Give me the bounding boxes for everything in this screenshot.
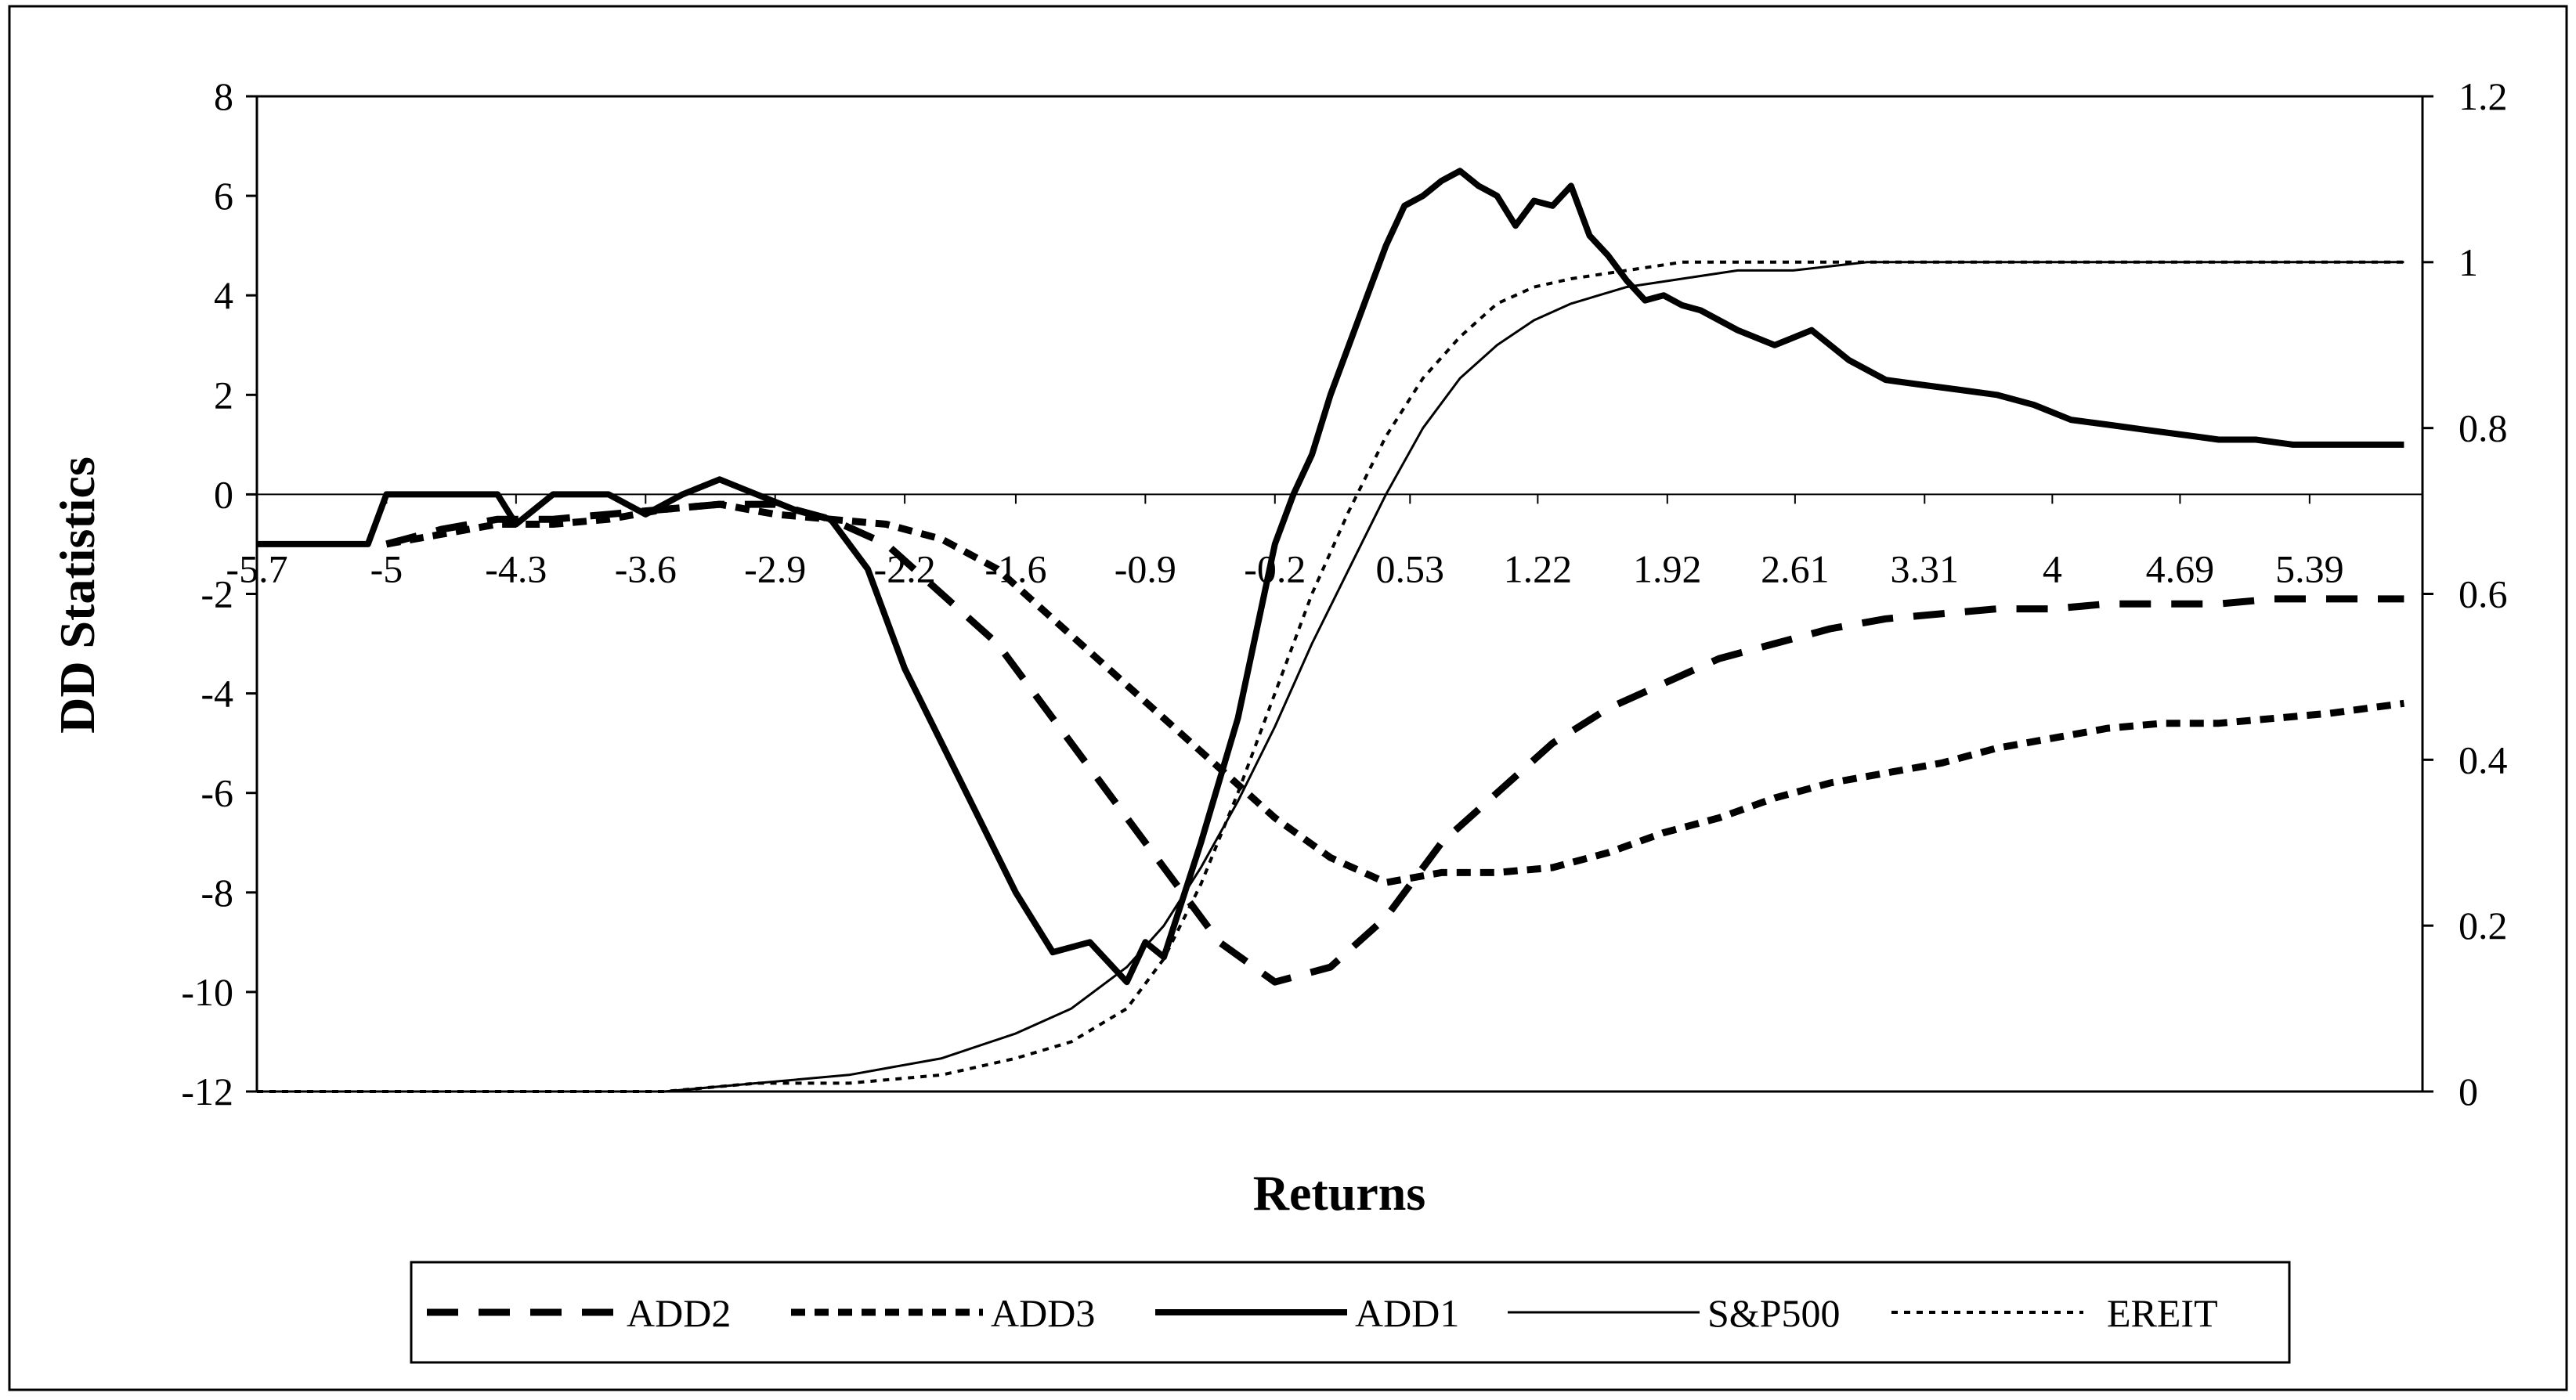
x-tick-label: -2.2 [874,547,936,590]
series-line-add1 [257,168,2404,986]
right-tick-label: 0.8 [2459,406,2508,450]
right-tick-label: 0.4 [2459,738,2508,781]
left-tick-label: -4 [201,672,233,716]
legend-box [410,1261,2291,1364]
legend: ADD2 ADD3 ADD1 S&P500 EREIT [427,1291,2218,1335]
series-line-s-p500 [257,261,2404,1093]
left-tick-label: -8 [201,871,233,915]
x-tick-label: 4.69 [2146,547,2215,590]
x-tick-label: 1.92 [1633,547,1702,590]
x-tick-label: 1.22 [1504,547,1573,590]
x-tick-label: -2.9 [744,547,806,590]
left-tick-label: 2 [214,373,233,417]
x-tick-label: 5.39 [2275,547,2344,590]
left-tick-label: 6 [214,174,233,218]
left-tick-label: 8 [214,74,233,118]
y-axis-title: DD Statistics [49,456,105,734]
right-tick-label: 0.2 [2459,904,2508,947]
x-tick-label: 3.31 [1891,547,1960,590]
legend-label: ADD2 [627,1291,731,1335]
right-tick-label: 1.2 [2459,74,2508,118]
left-tick-label: -10 [181,970,233,1014]
x-axis-title: Returns [1253,1165,1425,1221]
left-tick-label: -2 [201,572,233,616]
left-tick-label: 4 [214,273,233,317]
right-tick-label: 1 [2459,240,2478,284]
x-tick-label: -3.6 [615,547,677,590]
x-axis-ticks: -5.7 -5 -4.3 -3.6 -2.9 -2.2 -1.6 -0.9 -0.2 0.53 1.… [226,494,2344,590]
left-tick-label: -6 [201,771,233,815]
series-lines [257,168,2404,1093]
left-tick-label: -12 [181,1070,233,1113]
left-axis-ticks: 8 6 4 2 0 -2 -4 -6 -8 -10 -12 [181,74,257,1113]
x-tick-label: 0.53 [1376,547,1445,590]
left-tick-label: 0 [214,472,233,516]
right-axis-ticks: 1.2 1 0.8 0.6 0.4 0.2 0 [2422,74,2508,1113]
x-tick-label: -4.3 [485,547,547,590]
legend-label: ADD1 [1355,1291,1459,1335]
plot-area [255,95,2424,1093]
legend-label: ADD3 [991,1291,1095,1335]
legend-label: S&P500 [1707,1291,1841,1335]
series-line-add3 [385,500,2404,886]
legend-label: EREIT [2107,1291,2218,1335]
right-tick-label: 0 [2459,1070,2478,1113]
x-tick-label: -0.9 [1115,547,1176,590]
right-tick-label: 0.6 [2459,572,2508,616]
x-tick-label: 2.61 [1761,547,1830,590]
x-tick-label: -5 [370,547,403,590]
x-tick-label: -5.7 [226,547,287,590]
x-tick-label: 4 [2043,547,2062,590]
